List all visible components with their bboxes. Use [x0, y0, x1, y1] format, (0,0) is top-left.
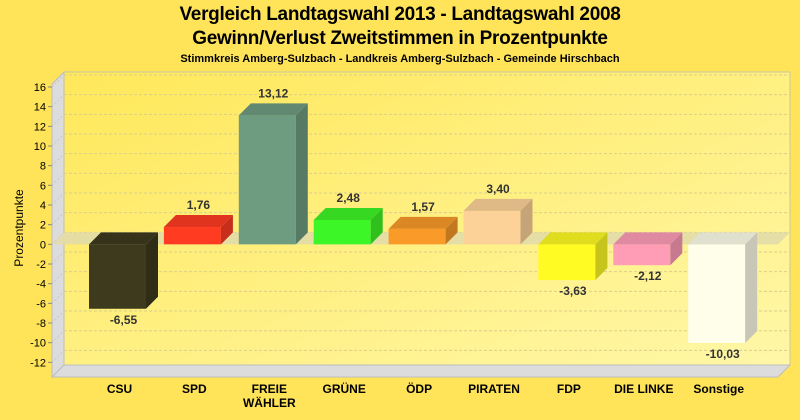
bar-top	[613, 232, 683, 245]
gridline-side	[51, 153, 65, 167]
gridline-side	[51, 192, 65, 206]
chart-subtitle: Gewinn/Verlust Zweitstimmen in Prozentpu…	[192, 28, 608, 49]
bar-front	[613, 244, 671, 266]
bar-side	[670, 232, 683, 266]
bar-fdp	[538, 232, 608, 281]
gridline-side	[51, 113, 65, 127]
y-tick-label: 14	[34, 102, 46, 114]
bar-top	[313, 207, 383, 220]
bar-front	[163, 227, 221, 245]
bar-ödp	[388, 216, 458, 245]
y-axis-ticks: 16 14 12 10 8 6 4 2 0 -2 -4 -6 -8 -10 -12	[30, 82, 52, 369]
y-tick-label: -6	[36, 298, 46, 310]
category-label: Sonstige	[693, 382, 744, 396]
y-tick-label: 8	[40, 161, 46, 173]
gridline-side	[51, 290, 65, 304]
category-label: SPD	[182, 382, 207, 396]
gridline-side	[51, 251, 65, 265]
bar-front	[89, 244, 146, 309]
gridline-side	[51, 310, 65, 324]
y-tick-label: 6	[40, 180, 46, 192]
y-tick-label: 4	[40, 200, 46, 212]
plot-left-wall	[51, 70, 65, 379]
bar-top	[89, 232, 158, 245]
value-labels: -6,55 1,76 13,12 2,48 1,57 3,40 -3,63 -2,12 -10,…	[110, 86, 740, 361]
bar-front	[313, 219, 371, 245]
category-label: WÄHLER	[243, 395, 296, 410]
y-tick-label: -4	[36, 279, 46, 291]
bar-front	[463, 210, 521, 245]
y-tick-label: 16	[34, 82, 46, 94]
gridline-side	[51, 133, 65, 147]
value-label: 3,40	[486, 182, 510, 196]
bar-front	[538, 244, 596, 281]
bar-top	[688, 232, 758, 245]
bar-front	[238, 115, 296, 245]
bar-side	[595, 232, 608, 281]
bar-top	[238, 103, 308, 116]
value-label: -10,03	[706, 347, 740, 361]
category-label: DIE LINKE	[614, 382, 673, 396]
bar-die-linke	[613, 232, 683, 266]
bar-freie-wähler	[238, 103, 308, 245]
gridline-side	[51, 350, 65, 363]
bar-spd	[163, 215, 233, 245]
gridline-side	[51, 212, 65, 226]
bar-side	[445, 216, 458, 245]
chart-location-subtitle: Stimmkreis Amberg-Sulzbach - Landkreis A…	[180, 53, 620, 65]
bar-piraten	[463, 198, 533, 245]
y-tick-label: 12	[34, 121, 46, 133]
bar-top	[163, 215, 233, 228]
y-tick-label: -12	[30, 357, 46, 369]
gridline-side	[51, 271, 65, 285]
value-label: 1,76	[187, 198, 211, 212]
category-label: ÖDP	[406, 381, 432, 396]
bar-side	[370, 207, 383, 245]
bar-top	[388, 216, 458, 229]
category-label: CSU	[107, 382, 132, 396]
bar-front	[388, 228, 446, 245]
bar-front	[688, 244, 746, 343]
y-tick-label: 2	[40, 220, 46, 232]
category-label: PIRATEN	[468, 382, 520, 396]
category-label: GRÜNE	[323, 381, 366, 396]
bar-top	[463, 198, 533, 211]
bar-csu	[89, 232, 158, 309]
y-tick-label: 0	[40, 239, 46, 251]
value-label: -2,12	[634, 269, 662, 283]
category-label: FREIE	[252, 382, 287, 396]
chart-title: Vergleich Landtagswahl 2013 - Landtagswa…	[179, 4, 621, 25]
value-label: 1,57	[411, 200, 435, 214]
value-label: 2,48	[337, 191, 361, 205]
gridline-side	[51, 94, 65, 108]
value-label: -6,55	[110, 313, 138, 327]
y-tick-label: -10	[30, 338, 46, 350]
bars	[89, 103, 758, 343]
plot-floor	[50, 364, 792, 378]
category-label: FDP	[557, 382, 581, 396]
y-axis-label: Prozentpunkte	[12, 189, 26, 267]
bar-side	[745, 232, 758, 343]
y-tick-label: -2	[36, 259, 46, 271]
gridline-side	[51, 330, 65, 344]
gridline-side	[51, 74, 65, 88]
value-label: 13,12	[258, 86, 288, 100]
bar-side	[295, 103, 308, 245]
bar-top	[538, 232, 608, 245]
bar-sonstige	[688, 232, 758, 343]
value-label: -3,63	[559, 284, 587, 298]
y-tick-label: 10	[34, 141, 46, 153]
y-tick-label: -8	[36, 318, 46, 330]
bar-side	[220, 215, 233, 245]
gridline-side	[51, 172, 65, 186]
bar-side	[520, 198, 533, 245]
bar-grüne	[313, 207, 383, 245]
bar-side	[146, 232, 158, 309]
